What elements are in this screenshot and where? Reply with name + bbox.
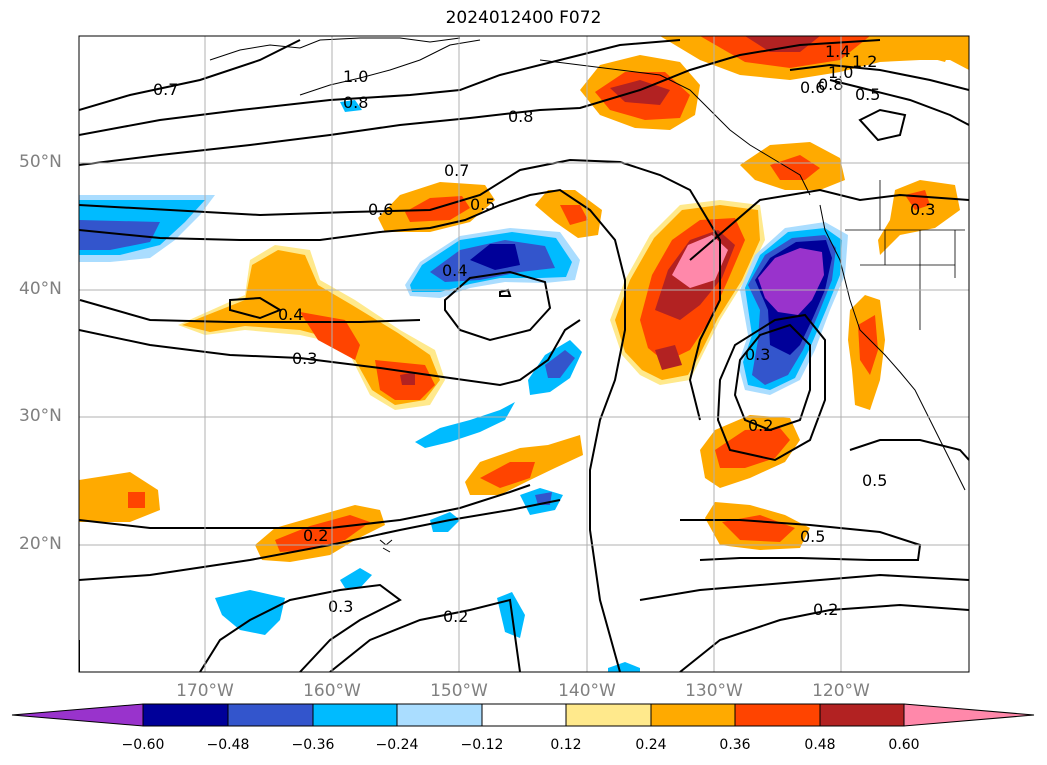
colorbar-bin: [734, 703, 821, 727]
gridlines: [79, 36, 969, 672]
contour-label: 0.8: [818, 75, 843, 94]
lon-label: 130°W: [685, 681, 743, 701]
contour-label: 0.8: [343, 93, 368, 112]
contour-labels: 0.7 1.0 0.8 0.8 1.4 1.2 1.0 0.6 0.8 0.5 …: [153, 42, 935, 626]
contour-label: 0.2: [303, 526, 328, 545]
colorbar-bin: [565, 703, 652, 727]
contour-label: 1.4: [825, 42, 850, 61]
colorbar-tick-label: 0.36: [719, 737, 751, 753]
contour-label: 0.3: [292, 349, 317, 368]
colorbar-extend-max: [903, 703, 1035, 727]
lon-label: 160°W: [303, 681, 361, 701]
contour-label: 0.3: [328, 597, 353, 616]
colorbar-extend-min: [11, 703, 144, 727]
contour-label: 0.2: [748, 416, 773, 435]
contour-label: 0.5: [800, 527, 825, 546]
lat-label: 50°N: [19, 152, 62, 172]
contour-label: 0.2: [443, 607, 468, 626]
lon-label: 120°W: [812, 681, 870, 701]
colorbar-tick-label: −0.48: [206, 737, 250, 753]
colorbar-bin: [481, 703, 567, 727]
colorbar-bin: [650, 703, 736, 727]
colorbar-bin: [142, 703, 229, 727]
lat-label: 20°N: [19, 534, 62, 554]
colorbar-tick-label: −0.60: [121, 737, 165, 753]
lon-label: 170°W: [176, 681, 234, 701]
lon-label: 140°W: [558, 681, 616, 701]
colorbar-tick-label: 0.12: [550, 737, 582, 753]
colorbar-tick-label: 0.24: [635, 737, 667, 753]
colorbar-bin: [819, 703, 905, 727]
contour-label: 0.5: [855, 85, 880, 104]
map-frame: [78, 35, 970, 673]
colorbar: [11, 703, 1035, 727]
contour-label: 0.7: [153, 80, 178, 99]
colorbar-bin: [312, 703, 398, 727]
contour-label: 0.2: [813, 600, 838, 619]
contour-label: 0.5: [470, 195, 495, 214]
lon-label: 150°W: [430, 681, 488, 701]
contour-label: 1.2: [852, 52, 877, 71]
lat-label: 30°N: [19, 406, 62, 426]
colorbar-tick-label: −0.12: [460, 737, 504, 753]
contour-label: 0.4: [442, 261, 467, 280]
colorbar-tick-label: 0.60: [888, 737, 920, 753]
shaded-field: 0.7 1.0 0.8 0.8 1.4 1.2 1.0 0.6 0.8 0.5 …: [79, 36, 969, 672]
map-title: 2024012400 F072: [445, 8, 602, 28]
contour-label: 1.0: [343, 67, 368, 86]
contour-label: 0.3: [910, 200, 935, 219]
colorbar-tick-label: −0.36: [291, 737, 335, 753]
colorbar-bin: [227, 703, 314, 727]
lat-label: 40°N: [19, 279, 62, 299]
contour-label: 0.6: [368, 200, 393, 219]
contour-label: 0.7: [444, 161, 469, 180]
contour-label: 0.5: [862, 471, 887, 490]
colorbar-tick-label: 0.48: [804, 737, 836, 753]
map-plot-area: [79, 36, 969, 672]
colorbar-tick-label: −0.24: [375, 737, 419, 753]
contour-label: 0.4: [278, 305, 303, 324]
contour-label: 0.3: [745, 345, 770, 364]
contour-label: 0.8: [508, 107, 533, 126]
contour-label: 0.6: [800, 78, 825, 97]
colorbar-bin: [396, 703, 483, 727]
